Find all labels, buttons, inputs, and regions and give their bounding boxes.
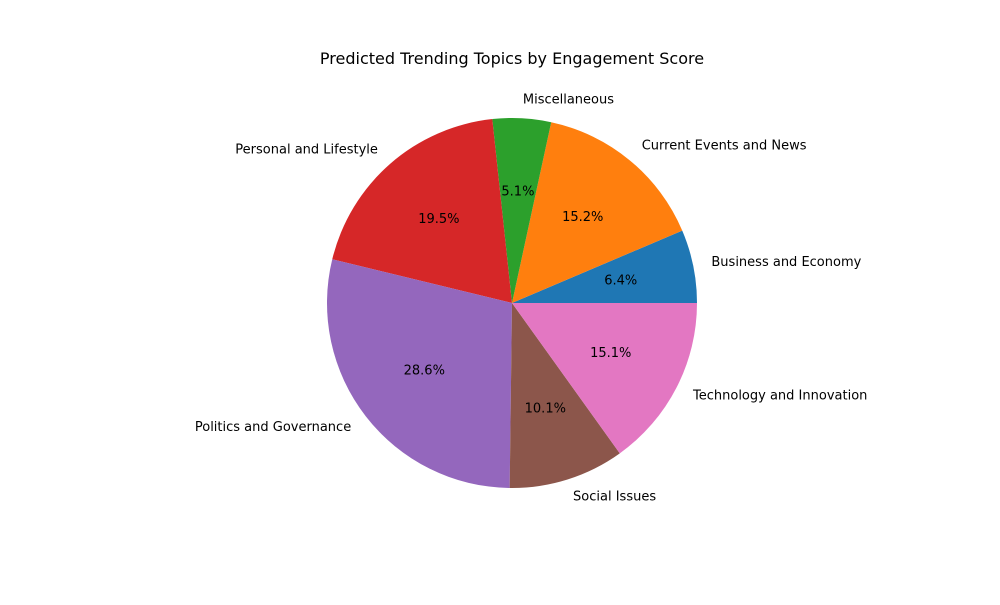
- chart-title: Predicted Trending Topics by Engagement …: [320, 49, 704, 68]
- slice-percent-technology-and-innovation: 15.1%: [590, 346, 631, 361]
- slice-label-social-issues: Social Issues: [573, 490, 656, 505]
- pie-slice-politics-and-governance: [327, 259, 512, 488]
- slice-label-current-events-and-news: Current Events and News: [642, 139, 807, 154]
- pie-slice-social-issues: [509, 303, 620, 488]
- slice-percent-personal-and-lifestyle: 19.5%: [418, 212, 459, 227]
- pie-slice-technology-and-innovation: [512, 303, 697, 454]
- slice-percent-politics-and-governance: 28.6%: [404, 364, 445, 379]
- slice-label-miscellaneous: Miscellaneous: [523, 92, 614, 107]
- slice-percent-social-issues: 10.1%: [525, 401, 566, 416]
- pie-slices: [327, 118, 697, 488]
- slice-percent-business-and-economy: 6.4%: [604, 273, 637, 288]
- slice-label-personal-and-lifestyle: Personal and Lifestyle: [235, 142, 378, 157]
- pie-slice-business-and-economy: [512, 230, 697, 303]
- slice-label-politics-and-governance: Politics and Governance: [195, 420, 351, 435]
- pie-slice-personal-and-lifestyle: [332, 119, 512, 303]
- slice-label-technology-and-innovation: Technology and Innovation: [692, 388, 867, 403]
- pie-slice-miscellaneous: [492, 118, 552, 303]
- slice-percent-current-events-and-news: 15.2%: [562, 210, 603, 225]
- slice-percent-miscellaneous: 5.1%: [501, 185, 534, 200]
- pie-slice-current-events-and-news: [512, 122, 683, 303]
- slice-label-business-and-economy: Business and Economy: [711, 255, 861, 270]
- pie-labels: Business and Economy 6.4% Current Events a…: [195, 92, 868, 504]
